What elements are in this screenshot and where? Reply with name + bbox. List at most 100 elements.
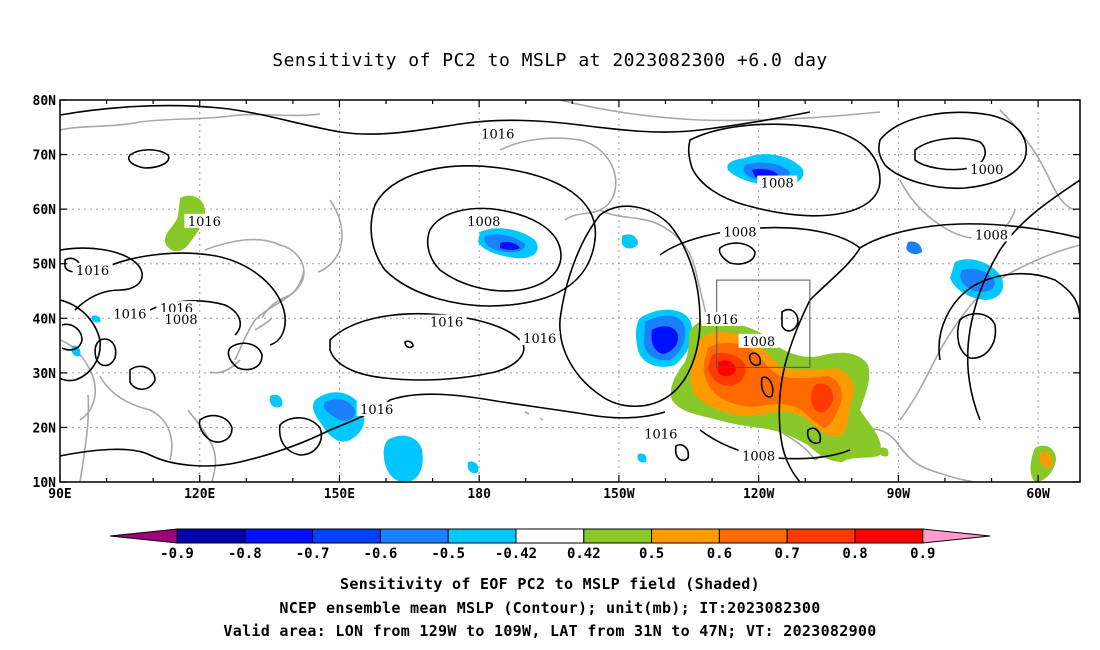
contour-label-bg <box>738 333 779 348</box>
colorbar-over-triangle <box>922 528 991 544</box>
contour-label: 1008 <box>761 177 794 192</box>
colorbar-label: -0.6 <box>364 546 398 562</box>
x-tick-label: 60W <box>1026 487 1050 502</box>
y-tick-label: 10N <box>33 476 57 491</box>
colorbar-label: -0.8 <box>228 546 262 562</box>
shade-region-20 <box>91 315 101 323</box>
contour-low-7 <box>718 242 756 265</box>
y-tick-label: 40N <box>33 312 57 327</box>
central-america-coastline <box>894 439 976 482</box>
contour-label: 1016 <box>113 308 146 323</box>
contour-label-bg <box>966 161 1007 176</box>
colorbar-box <box>379 528 449 544</box>
colorbar-under-triangle <box>109 528 178 544</box>
contour-label: 1016 <box>188 215 221 230</box>
contour-low-4 <box>198 414 233 443</box>
plot-frame <box>59 99 1081 483</box>
y-tick-label: 20N <box>33 421 57 436</box>
mslp-contours <box>60 104 1080 482</box>
contour-label: 1008 <box>742 335 775 350</box>
colorbar-box <box>312 528 381 544</box>
x-tick-label: 90E <box>48 487 71 502</box>
contour-1016-north <box>60 104 811 135</box>
contour-1016-west-mid <box>99 252 286 346</box>
contour-label: 1016 <box>430 316 463 331</box>
contour-low-6 <box>227 342 263 371</box>
contour-label: 1016 <box>705 313 738 328</box>
contour-label: 1016 <box>644 428 677 443</box>
axis-ticks <box>59 99 1080 483</box>
colorbar-label: 0.6 <box>707 546 732 562</box>
contour-low-12 <box>806 427 822 445</box>
caption-line-1: Sensitivity of EOF PC2 to MSLP field (Sh… <box>340 575 760 593</box>
contour-label-bg <box>184 213 225 228</box>
contour-1016-east <box>966 179 1080 421</box>
contour-label: 1008 <box>723 226 756 241</box>
colorbar-label: 0.42 <box>567 546 601 562</box>
contour-label: 1000 <box>970 163 1003 178</box>
contour-label-bg <box>640 426 681 441</box>
y-tick-label: 50N <box>33 258 57 273</box>
contour-label-bg <box>356 402 397 417</box>
colorbar-label: 0.9 <box>910 546 935 562</box>
shade-region-27 <box>1039 451 1053 468</box>
contour-1016-gulf-of-alaska <box>559 205 701 407</box>
contour-1016-pacific-high <box>329 312 525 381</box>
contour-1008-arctic <box>687 123 881 217</box>
contour-1008-east <box>859 223 1080 249</box>
colorbar-box <box>786 528 856 544</box>
colorbar-box <box>244 528 314 544</box>
colorbar-box <box>176 528 246 544</box>
colorbar-label: -0.42 <box>495 546 537 562</box>
colorbar: -0.9 -0.8 -0.7 -0.6 -0.5 -0.42 0.42 0.5 0.6 0.7 0.… <box>109 528 991 562</box>
contour-1000-arctic-low <box>878 111 1027 190</box>
colorbar-box <box>854 528 924 544</box>
contour-low-9 <box>674 443 690 462</box>
contour-label: 1016 <box>360 403 393 418</box>
contour-label-bg <box>720 224 760 239</box>
colorbar-box <box>447 528 517 544</box>
contour-low-3 <box>278 417 322 456</box>
plot-area <box>60 100 1080 482</box>
contour-label-bg <box>701 312 742 327</box>
contour-label-bg <box>477 126 518 141</box>
contour-1008-east-small-loop <box>956 312 997 359</box>
x-tick-label: 120E <box>184 487 215 502</box>
shade-region-19 <box>71 345 81 357</box>
x-tick-label: 120W <box>743 487 774 502</box>
contour-label: 1016 <box>76 264 109 279</box>
contour-label: 1016 <box>523 332 556 347</box>
contour-1000-arctic-inner <box>914 137 986 171</box>
contour-1008-aleutian-low <box>426 207 562 292</box>
shade-region-30 <box>811 383 834 413</box>
contour-low-10 <box>748 352 762 367</box>
contour-low-13 <box>404 340 414 349</box>
shade-region-25 <box>879 447 889 457</box>
contour-labels: 1016101610161016101610161016101610161016… <box>72 126 1012 464</box>
japan-coastline <box>254 269 305 331</box>
colorbar-label: -0.9 <box>160 546 194 562</box>
sensitivity-shading <box>71 154 1056 482</box>
x-tick-label: 150W <box>603 487 634 502</box>
shade-region-17 <box>269 394 283 408</box>
shade-region-9 <box>651 326 679 354</box>
contour-label-bg <box>463 213 504 228</box>
contour-low-11 <box>760 376 774 398</box>
caption-line-3: Valid area: LON from 129W to 109W, LAT f… <box>223 622 877 640</box>
contour-low-west-3 <box>94 338 117 367</box>
kamchatka-coastline <box>317 199 343 273</box>
colorbar-box <box>583 528 653 544</box>
contour-label-bg <box>738 448 779 463</box>
y-tick-label: 80N <box>33 94 57 109</box>
contour-label-bg <box>757 175 798 190</box>
colorbar-box <box>651 528 720 544</box>
map-title: Sensitivity of PC2 to MSLP at 2023082300… <box>272 50 828 71</box>
contour-label: 1008 <box>742 449 775 464</box>
contour-label-bg <box>519 331 560 346</box>
contour-label-bg <box>426 314 467 329</box>
contour-label-bg <box>156 301 197 316</box>
y-tick-label: 30N <box>33 367 57 382</box>
contour-label: 1016 <box>481 127 514 142</box>
shade-region-21 <box>637 453 647 463</box>
